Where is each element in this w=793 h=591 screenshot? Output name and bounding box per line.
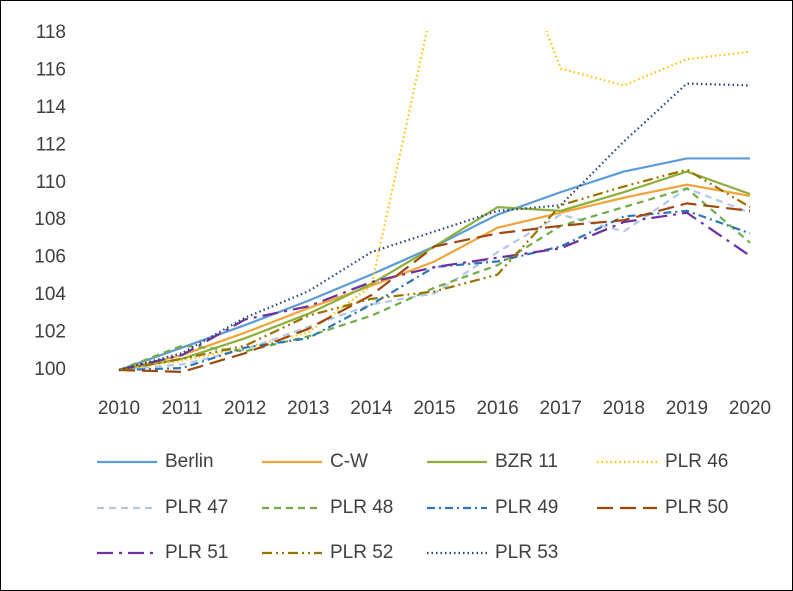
series-line bbox=[118, 187, 751, 372]
x-tick-label: 2018 bbox=[603, 398, 645, 419]
legend-label: PLR 52 bbox=[330, 542, 393, 563]
legend-label: PLR 47 bbox=[165, 497, 228, 518]
x-tick-label: 2015 bbox=[413, 398, 455, 419]
series-line bbox=[118, 211, 751, 372]
x-tick-label: 2013 bbox=[287, 398, 329, 419]
x-tick-label: 2019 bbox=[666, 398, 708, 419]
y-tick-label: 114 bbox=[36, 97, 67, 118]
x-tick-label: 2010 bbox=[98, 398, 140, 419]
legend-label: Berlin bbox=[165, 451, 214, 472]
x-tick-label: 2020 bbox=[729, 398, 771, 419]
series-line bbox=[118, 82, 751, 372]
series-line bbox=[118, 168, 751, 372]
y-tick-label: 118 bbox=[36, 22, 66, 43]
x-tick-label: 2016 bbox=[476, 398, 518, 419]
y-tick-label: 116 bbox=[36, 59, 66, 80]
legend-label: PLR 53 bbox=[495, 542, 558, 563]
legend-label: PLR 51 bbox=[165, 542, 228, 563]
x-tick-label: 2017 bbox=[540, 398, 582, 419]
y-tick-label: 110 bbox=[36, 172, 66, 193]
x-tick-label: 2012 bbox=[224, 398, 266, 419]
series-line bbox=[118, 202, 751, 373]
legend-label: PLR 46 bbox=[665, 451, 728, 472]
y-tick-label: 112 bbox=[36, 134, 66, 155]
legend-label: C-W bbox=[330, 451, 368, 472]
y-tick-label: 104 bbox=[34, 284, 66, 305]
legend-label: BZR 11 bbox=[495, 451, 558, 472]
series-line bbox=[118, 183, 751, 372]
y-tick-label: 102 bbox=[34, 322, 66, 343]
x-tick-label: 2011 bbox=[162, 398, 203, 419]
plot-area bbox=[118, 31, 751, 373]
y-tick-label: 108 bbox=[34, 209, 66, 230]
legend-label: PLR 49 bbox=[495, 497, 558, 518]
legend-label: PLR 48 bbox=[330, 497, 393, 518]
y-tick-label: 106 bbox=[34, 247, 66, 268]
legend-label: PLR 50 bbox=[665, 497, 728, 518]
x-tick-label: 2014 bbox=[350, 398, 393, 419]
y-tick-label: 100 bbox=[34, 359, 66, 380]
